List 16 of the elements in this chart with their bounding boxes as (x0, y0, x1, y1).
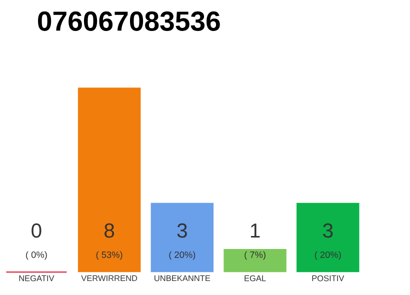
chart-title: 076067083536 (38, 11, 220, 31)
annotation: ( 20%) (314, 251, 341, 260)
data-label: 1 (250, 224, 260, 238)
x-tick-label: UNBEKANNTE (154, 275, 210, 282)
x-tick-label: EGAL (244, 275, 266, 282)
x-tick-label: POSITIV (312, 275, 344, 282)
x-tick-label: NEGATIV (19, 275, 54, 282)
annotation: ( 7%) (244, 251, 266, 260)
annotation: ( 0%) (26, 251, 47, 260)
annotation: ( 20%) (169, 251, 196, 260)
data-label: 8 (104, 223, 114, 238)
data-label: 0 (32, 223, 42, 238)
data-label: 3 (323, 223, 333, 238)
annotation: ( 53%) (96, 251, 122, 260)
x-tick-label: VERWIRREND (81, 275, 138, 281)
data-label: 3 (177, 223, 187, 238)
